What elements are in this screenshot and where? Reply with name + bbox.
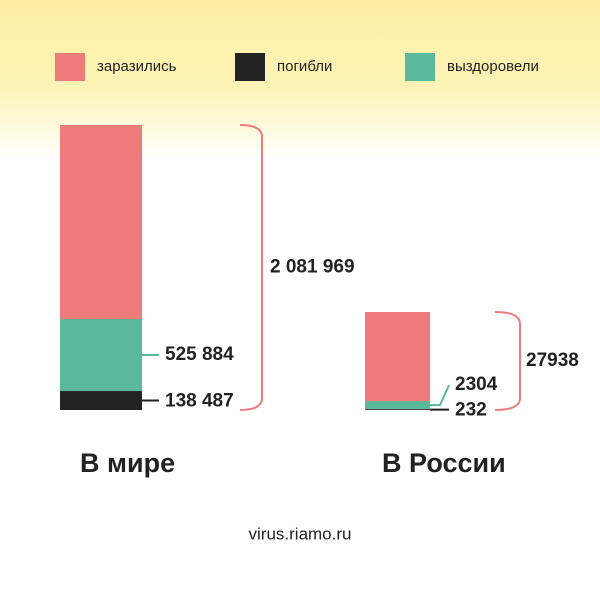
legend-label: выздоровели [447,58,539,75]
legend-label: погибли [277,58,332,75]
dead-label: 138 487 [165,391,234,412]
total-label: 2 081 969 [270,257,355,278]
bracket [239,124,263,411]
bar-dead [60,391,142,410]
source: virus.riamo.ru [249,524,352,543]
legend-swatch [235,53,265,81]
bracket [494,311,521,411]
recovered-label: 525 884 [165,344,234,365]
bar-recovered [365,401,430,410]
dead-label: 232 [455,400,487,421]
category-label: В мире [80,448,175,478]
total-label: 27938 [526,350,579,371]
connector [425,384,450,407]
bar-recovered [60,319,142,392]
bar-total [365,312,430,410]
bar-dead [365,409,430,410]
category-label: В России [382,448,506,478]
legend-swatch [55,53,85,81]
legend-label: заразились [97,58,177,75]
legend-swatch [405,53,435,81]
recovered-label: 2304 [455,374,498,395]
